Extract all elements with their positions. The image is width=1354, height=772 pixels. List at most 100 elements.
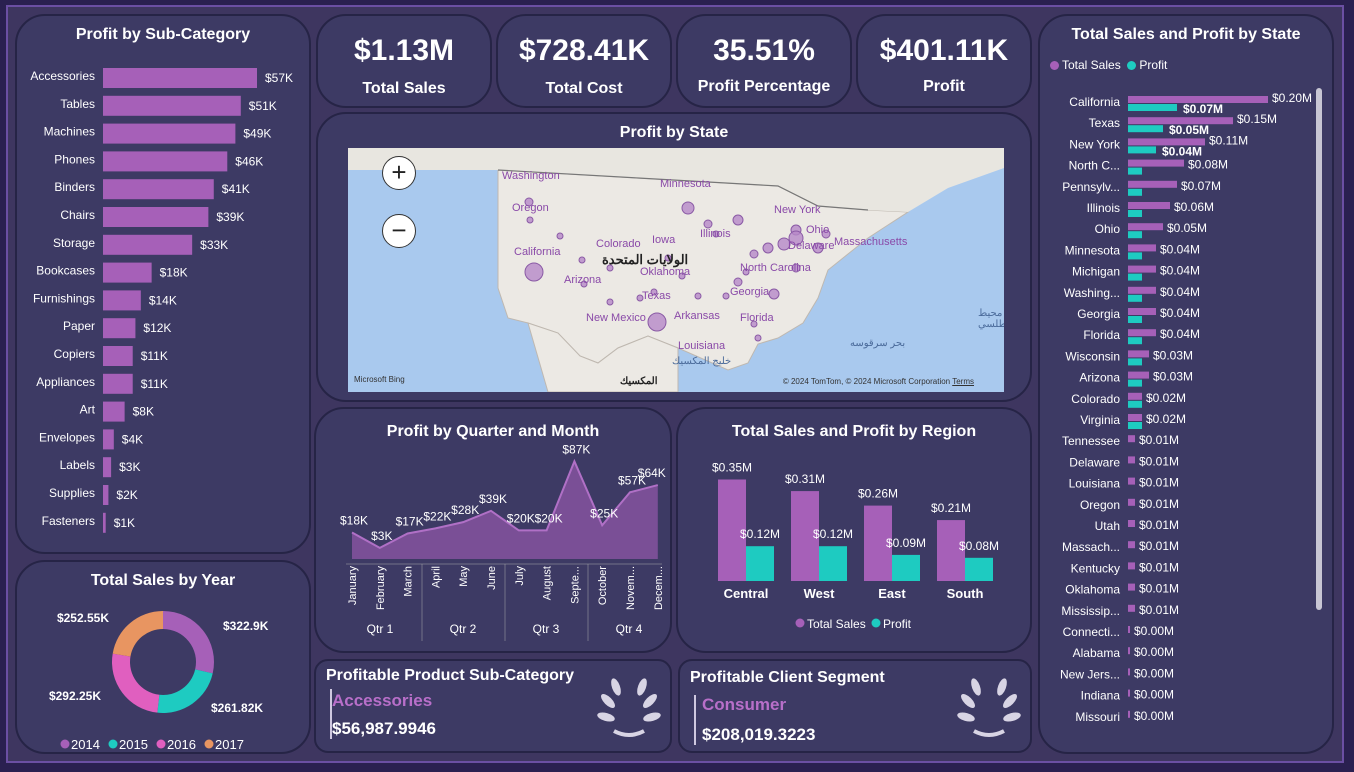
state-sales-bar[interactable]: [1128, 498, 1135, 506]
state-sales-bar[interactable]: [1128, 159, 1184, 167]
map-bubble[interactable]: [768, 288, 780, 300]
subcat-bar[interactable]: [103, 151, 228, 172]
map-bubble[interactable]: [712, 230, 720, 238]
state-profit-bar[interactable]: [1128, 358, 1142, 366]
subcat-bar[interactable]: [103, 429, 114, 450]
state-sales-bar[interactable]: [1128, 350, 1149, 358]
map-bubble[interactable]: [742, 268, 750, 276]
state-sales-bar[interactable]: [1128, 138, 1205, 146]
state-sales-bar[interactable]: [1128, 477, 1135, 485]
subcat-bar[interactable]: [103, 234, 193, 255]
map-bubble[interactable]: [580, 280, 588, 288]
map-bubble[interactable]: [749, 249, 759, 259]
state-sales-bar[interactable]: [1128, 96, 1268, 103]
map-bubble[interactable]: [636, 294, 644, 302]
state-sales-bar[interactable]: [1128, 414, 1142, 421]
state-profit-bar[interactable]: [1128, 294, 1142, 302]
state-sales-bar[interactable]: [1128, 180, 1177, 188]
donut-slice[interactable]: [112, 653, 160, 713]
state-profit-bar[interactable]: [1128, 422, 1142, 429]
state-sales-bar[interactable]: [1128, 647, 1130, 655]
map-bubble[interactable]: [762, 242, 774, 254]
state-sales-bar[interactable]: [1128, 392, 1142, 400]
state-sales-bar[interactable]: [1128, 520, 1135, 527]
zoom-in-button[interactable]: +: [382, 156, 416, 190]
map-bubble[interactable]: [812, 242, 824, 254]
map-bubble[interactable]: [694, 292, 702, 300]
subcat-bar[interactable]: [103, 457, 112, 478]
subcat-bar[interactable]: [103, 207, 209, 227]
subcat-bar[interactable]: [103, 68, 257, 88]
subcat-bar[interactable]: [103, 262, 152, 283]
map-bubble[interactable]: [750, 320, 758, 328]
state-sales-bar[interactable]: [1128, 202, 1170, 209]
state-sales-bar[interactable]: [1128, 117, 1233, 125]
subcat-bar[interactable]: [103, 318, 136, 339]
zoom-out-button[interactable]: −: [382, 214, 416, 248]
state-sales-bar[interactable]: [1128, 583, 1135, 591]
region-profit-bar[interactable]: [965, 557, 993, 581]
map-bubble[interactable]: [788, 230, 804, 246]
region-sales-bar[interactable]: [937, 520, 965, 581]
map-bubble[interactable]: [606, 298, 614, 306]
subcat-bar[interactable]: [103, 123, 236, 144]
state-profit-bar[interactable]: [1128, 316, 1142, 323]
region-profit-bar[interactable]: [746, 546, 774, 581]
state-sales-bar[interactable]: [1128, 689, 1130, 697]
state-sales-bar[interactable]: [1128, 329, 1156, 337]
us-map[interactable]: + − Washington Oregon California Arizona Min…: [348, 148, 1004, 392]
state-profit-bar[interactable]: [1128, 252, 1142, 260]
state-sales-bar[interactable]: [1128, 710, 1130, 718]
map-bubble[interactable]: [647, 312, 667, 332]
subcat-bar[interactable]: [103, 179, 214, 200]
state-profit-bar[interactable]: [1128, 379, 1142, 387]
state-sales-bar[interactable]: [1128, 626, 1130, 633]
state-sales-bar[interactable]: [1128, 223, 1163, 231]
state-sales-bar[interactable]: [1128, 541, 1135, 549]
subcat-bar[interactable]: [103, 512, 106, 533]
map-bubble[interactable]: [733, 277, 743, 287]
state-profit-bar[interactable]: [1128, 400, 1142, 408]
map-bubble[interactable]: [664, 254, 672, 262]
state-profit-bar[interactable]: [1128, 231, 1142, 239]
state-sales-bar[interactable]: [1128, 604, 1135, 612]
map-bubble[interactable]: [524, 262, 544, 282]
state-sales-bar[interactable]: [1128, 308, 1156, 315]
map-bubble[interactable]: [732, 214, 744, 226]
subcat-bar[interactable]: [103, 401, 125, 422]
map-bubble[interactable]: [703, 219, 713, 229]
map-bubble[interactable]: [722, 292, 730, 300]
state-profit-bar[interactable]: [1128, 146, 1156, 154]
map-bubble[interactable]: [791, 263, 801, 273]
state-profit-bar[interactable]: [1128, 104, 1177, 111]
region-sales-bar[interactable]: [864, 505, 892, 581]
region-sales-bar[interactable]: [791, 491, 819, 581]
map-bubble[interactable]: [578, 256, 586, 264]
subcat-bar[interactable]: [103, 290, 141, 311]
donut-slice[interactable]: [163, 611, 214, 674]
state-sales-bar[interactable]: [1128, 244, 1156, 252]
state-sales-bar[interactable]: [1128, 668, 1130, 676]
map-bubble[interactable]: [650, 288, 658, 296]
state-sales-bar[interactable]: [1128, 562, 1135, 570]
area-fill[interactable]: [352, 461, 658, 559]
state-profit-bar[interactable]: [1128, 167, 1142, 175]
map-bubble[interactable]: [524, 197, 534, 207]
subcat-bar[interactable]: [103, 373, 133, 394]
map-bubble[interactable]: [606, 264, 614, 272]
subcat-bar[interactable]: [103, 95, 241, 116]
state-profit-bar[interactable]: [1128, 188, 1142, 196]
region-profit-bar[interactable]: [819, 546, 847, 581]
scrollbar[interactable]: [1316, 88, 1322, 610]
donut-slice[interactable]: [157, 669, 213, 713]
map-bubble[interactable]: [678, 272, 686, 280]
donut-slice[interactable]: [112, 611, 163, 657]
subcat-bar[interactable]: [103, 485, 109, 505]
state-sales-bar[interactable]: [1128, 286, 1156, 294]
map-bubble[interactable]: [754, 334, 762, 342]
state-sales-bar[interactable]: [1128, 265, 1156, 273]
terms-link[interactable]: Terms: [952, 377, 974, 386]
state-profit-bar[interactable]: [1128, 210, 1142, 217]
state-sales-bar[interactable]: [1128, 371, 1149, 379]
map-bubble[interactable]: [821, 229, 831, 239]
